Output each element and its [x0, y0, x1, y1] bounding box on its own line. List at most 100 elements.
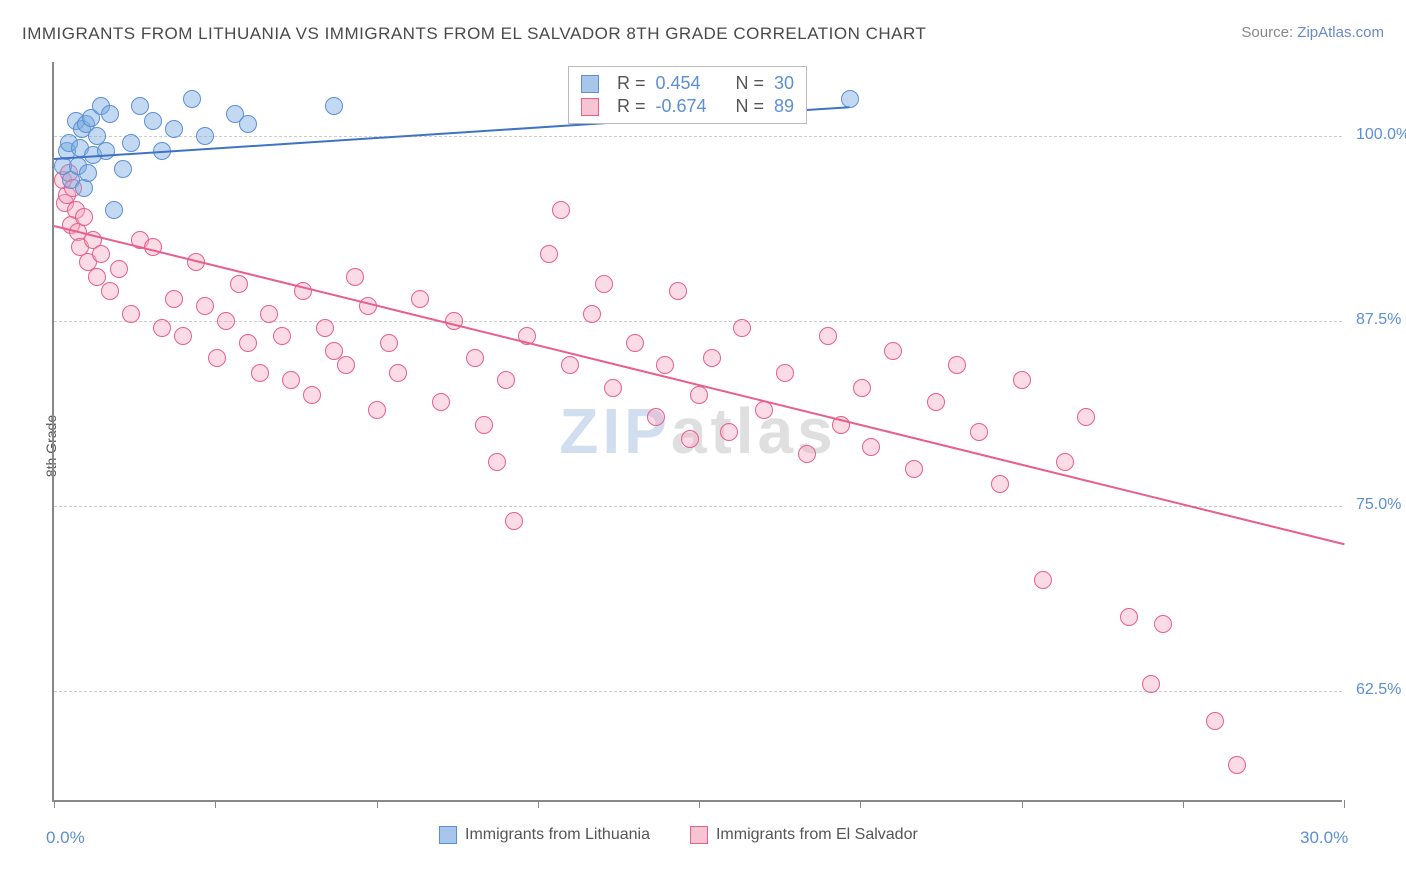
- scatter-point: [1154, 615, 1172, 633]
- x-tick-mark: [54, 800, 55, 808]
- scatter-point: [720, 423, 738, 441]
- legend-item: Immigrants from Lithuania: [439, 826, 650, 844]
- scatter-point: [325, 97, 343, 115]
- scatter-point: [114, 160, 132, 178]
- legend-row: R =0.454N =30: [581, 73, 794, 94]
- scatter-point: [101, 105, 119, 123]
- scatter-point: [144, 112, 162, 130]
- scatter-point: [475, 416, 493, 434]
- n-value: 89: [774, 96, 794, 117]
- source-citation: Source: ZipAtlas.com: [1241, 24, 1384, 41]
- plot-area: ZIPatlas: [52, 62, 1342, 802]
- x-tick-mark: [377, 800, 378, 808]
- scatter-point: [79, 164, 97, 182]
- source-prefix: Source:: [1241, 24, 1297, 41]
- scatter-point: [733, 319, 751, 337]
- scatter-point: [1034, 571, 1052, 589]
- scatter-point: [260, 305, 278, 323]
- scatter-point: [819, 327, 837, 345]
- scatter-point: [165, 120, 183, 138]
- x-axis-max-label: 30.0%: [1300, 828, 1348, 848]
- r-label: R =: [617, 96, 646, 117]
- scatter-point: [991, 475, 1009, 493]
- scatter-point: [948, 356, 966, 374]
- scatter-point: [626, 334, 644, 352]
- y-tick-label: 62.5%: [1356, 681, 1401, 699]
- n-value: 30: [774, 73, 794, 94]
- r-value: -0.674: [656, 96, 726, 117]
- scatter-point: [466, 349, 484, 367]
- scatter-point: [703, 349, 721, 367]
- scatter-point: [488, 453, 506, 471]
- scatter-point: [552, 201, 570, 219]
- scatter-point: [88, 268, 106, 286]
- x-tick-mark: [1183, 800, 1184, 808]
- scatter-point: [647, 408, 665, 426]
- chart-title: IMMIGRANTS FROM LITHUANIA VS IMMIGRANTS …: [22, 24, 926, 44]
- legend-label: Immigrants from Lithuania: [465, 826, 650, 843]
- scatter-point: [927, 393, 945, 411]
- trend-line: [54, 225, 1344, 545]
- scatter-point: [841, 90, 859, 108]
- scatter-point: [325, 342, 343, 360]
- scatter-point: [798, 445, 816, 463]
- scatter-point: [561, 356, 579, 374]
- scatter-point: [165, 290, 183, 308]
- series-legend: Immigrants from Lithuania Immigrants from…: [439, 826, 918, 844]
- scatter-point: [681, 430, 699, 448]
- r-label: R =: [617, 73, 646, 94]
- scatter-point: [273, 327, 291, 345]
- scatter-point: [853, 379, 871, 397]
- scatter-point: [346, 268, 364, 286]
- scatter-point: [174, 327, 192, 345]
- scatter-point: [217, 312, 235, 330]
- legend-swatch: [581, 98, 599, 116]
- scatter-point: [1077, 408, 1095, 426]
- legend-swatch: [690, 826, 708, 844]
- scatter-point: [669, 282, 687, 300]
- source-link[interactable]: ZipAtlas.com: [1297, 24, 1384, 41]
- x-tick-mark: [1344, 800, 1345, 808]
- scatter-point: [153, 319, 171, 337]
- scatter-point: [92, 245, 110, 263]
- scatter-point: [862, 438, 880, 456]
- scatter-point: [595, 275, 613, 293]
- scatter-point: [1228, 756, 1246, 774]
- x-tick-mark: [215, 800, 216, 808]
- r-value: 0.454: [656, 73, 726, 94]
- scatter-point: [97, 142, 115, 160]
- scatter-point: [105, 201, 123, 219]
- scatter-point: [1142, 675, 1160, 693]
- scatter-point: [776, 364, 794, 382]
- scatter-point: [380, 334, 398, 352]
- legend-swatch: [581, 75, 599, 93]
- scatter-point: [239, 334, 257, 352]
- legend-swatch: [439, 826, 457, 844]
- scatter-point: [196, 297, 214, 315]
- watermark-first: ZIP: [559, 395, 671, 467]
- scatter-point: [101, 282, 119, 300]
- legend-label: Immigrants from El Salvador: [716, 826, 918, 843]
- scatter-point: [432, 393, 450, 411]
- gridline: [54, 506, 1342, 507]
- watermark: ZIPatlas: [559, 394, 836, 468]
- scatter-point: [303, 386, 321, 404]
- x-axis-min-label: 0.0%: [46, 828, 85, 848]
- scatter-point: [1206, 712, 1224, 730]
- scatter-point: [239, 115, 257, 133]
- correlation-legend: R =0.454N =30R =-0.674N =89: [568, 66, 807, 124]
- scatter-point: [122, 305, 140, 323]
- scatter-point: [230, 275, 248, 293]
- legend-item: Immigrants from El Salvador: [690, 826, 918, 844]
- scatter-point: [122, 134, 140, 152]
- scatter-point: [884, 342, 902, 360]
- scatter-point: [196, 127, 214, 145]
- scatter-point: [337, 356, 355, 374]
- gridline: [54, 136, 1342, 137]
- scatter-point: [110, 260, 128, 278]
- chart-container: IMMIGRANTS FROM LITHUANIA VS IMMIGRANTS …: [0, 0, 1406, 892]
- scatter-point: [905, 460, 923, 478]
- x-tick-mark: [1022, 800, 1023, 808]
- scatter-point: [208, 349, 226, 367]
- scatter-point: [1056, 453, 1074, 471]
